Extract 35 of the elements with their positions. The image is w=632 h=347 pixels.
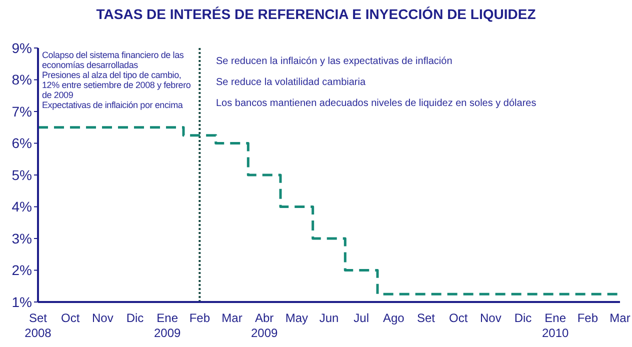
x-tick-label: Mar (222, 311, 242, 325)
annotation: Se reducen la inflaicón y las expectativas de inflación (216, 56, 454, 67)
x-tick-label: Jul (354, 311, 370, 325)
x-tick-label: Ene 2009 (154, 311, 182, 340)
x-tick-label: Dic (126, 311, 144, 325)
x-tick-label: Feb (577, 311, 598, 325)
x-tick-label: Set 2008 (24, 311, 52, 340)
x-tick-label: Ene 2010 (542, 311, 570, 340)
x-tick-label: Oct (448, 311, 468, 325)
y-tick-label: 8% (12, 72, 32, 88)
y-tick-label: 4% (12, 198, 32, 215)
annotation: Los bancos mantienen adecuados niveles de liquidez en soles y dólares (216, 98, 538, 109)
x-tick-label: Mar (610, 311, 630, 325)
y-tick-label: 7% (12, 103, 32, 120)
x-tick-label: Nov (480, 311, 502, 325)
x-tick-label: Dic (514, 311, 532, 325)
y-tick-label: 6% (12, 135, 32, 152)
y-tick-label: 2% (12, 262, 32, 278)
x-tick-label: Jun (319, 311, 339, 325)
x-tick-label: May (285, 311, 308, 325)
x-tick-label: Abr 2009 (250, 311, 278, 340)
annotation: Se reduce la volatilidad cambiaria (216, 77, 367, 88)
annotation: Presiones al alza del tipo de cambio, 12% entre setiembre de 2008 y febrero de 2009 (42, 70, 192, 100)
x-tick-label: Set (416, 311, 436, 325)
chart-title: TASAS DE INTERÉS DE REFERENCIA E INYECCIÓN DE LIQUIDEZ (95, 6, 537, 22)
x-tick-label: Feb (189, 311, 210, 325)
x-tick-label: Oct (60, 311, 80, 325)
annotation: Expectativas de inflaición por encima (42, 100, 184, 110)
y-tick-label: 9% (12, 40, 32, 56)
y-tick-label: 1% (12, 294, 32, 310)
annotation: Colapso del sistema financiero de las economías desarrolladas (42, 50, 185, 70)
x-tick-label: Nov (92, 311, 114, 325)
x-tick-label: Ago (382, 311, 405, 325)
y-tick-label: 5% (12, 166, 32, 183)
y-tick-label: 3% (12, 230, 32, 246)
